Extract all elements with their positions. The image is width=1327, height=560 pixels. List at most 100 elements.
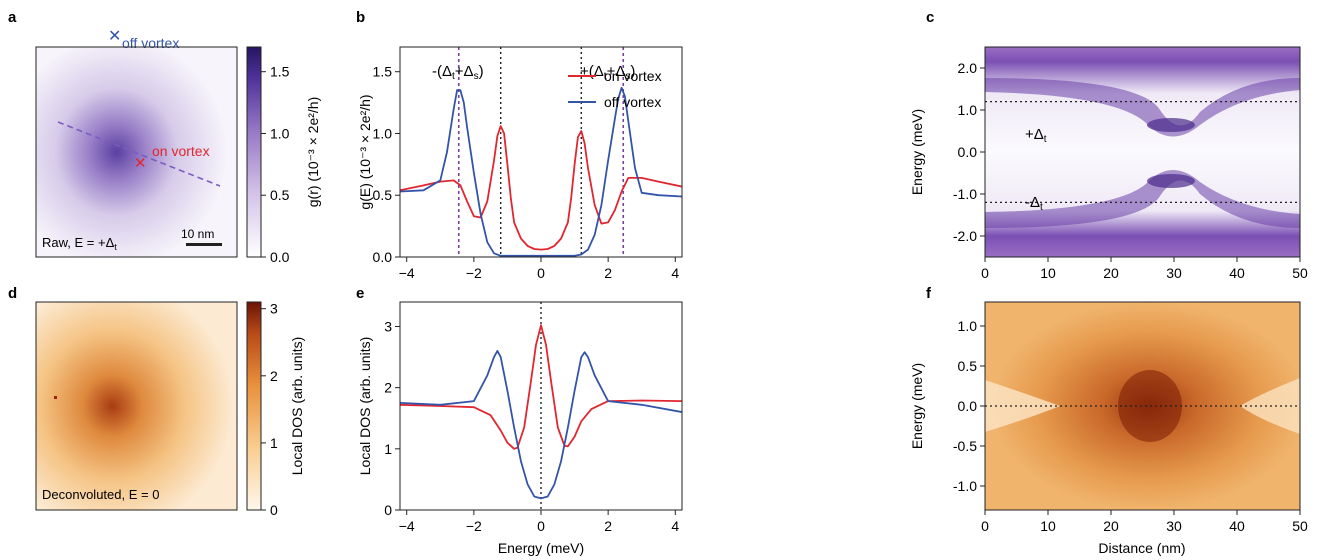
heatmap-c-xtick-label: 10: [1040, 265, 1056, 281]
annotation-plus-delta-sum: +(Δt+Δs): [580, 63, 635, 82]
linecut-dashed-line: [57, 121, 221, 187]
heatmap-c-xtick-label: 50: [1292, 265, 1308, 281]
plot-e-ytick-label: 2: [384, 380, 392, 396]
plot-e-xtick-label: 2: [604, 518, 612, 534]
map-a-frame: [35, 46, 238, 258]
heatmap-c-xtick-label: 0: [981, 265, 989, 281]
panel-a: ✕ off vortex ✕ on vortex Raw, E = +Δt 10…: [35, 28, 321, 265]
heatmap-f-ytick-label: 0.0: [958, 398, 978, 414]
plot-b-xtick-label: −2: [466, 265, 482, 281]
heatmap-f-xtick-label: 10: [1040, 518, 1056, 534]
heatmap-c-ytick-label: -2.0: [953, 228, 977, 244]
map-a-image: [36, 47, 237, 257]
heatmap-f-ytick-label: -1.0: [953, 478, 977, 494]
panel-label-a: a: [8, 9, 17, 26]
colorbar-a-tick-label: 0.5: [270, 187, 290, 203]
panel-b: −4 −2 0 2 40.00.51.01.5 g(E) (10⁻³ × 2e²/h) …: [357, 46, 683, 281]
plot-e-ytick-label: 0: [384, 502, 392, 518]
annotation-minus-delta-t: -Δt: [1025, 194, 1043, 213]
map-d-caption: Deconvoluted, E = 0: [42, 487, 159, 502]
on-vortex-marker-icon: ✕: [134, 155, 147, 172]
heatmap-c-upper-core: [1147, 118, 1195, 132]
scalebar: [186, 243, 222, 246]
annotation-minus-delta-sum: -(Δt+Δs): [432, 63, 484, 82]
plot-e-off-vortex-curve: [400, 349, 682, 500]
panel-label-e: e: [356, 285, 364, 302]
scalebar-label: 10 nm: [181, 227, 214, 241]
plot-b-xtick-label: 0: [537, 265, 545, 281]
plot-b-xtick-label: −4: [399, 265, 415, 281]
panel-label-c: c: [926, 9, 934, 26]
panel-d: Deconvoluted, E = 0 0 1 2 3 Local DOS (arb.…: [35, 301, 305, 518]
heatmap-c-lower-band: [985, 170, 1300, 228]
heatmap-c-lower-core: [1147, 174, 1195, 188]
heatmap-c-ylabel: Energy (meV): [909, 109, 925, 195]
colorbar-a-ticks: 0.0 0.5 1.0 1.5: [261, 64, 290, 265]
panel-label-d: d: [8, 285, 17, 302]
colorbar-d-tick-label: 3: [270, 301, 278, 317]
plot-b-on-vortex-curve: [400, 125, 682, 251]
on-vortex-label: on vortex: [152, 143, 210, 159]
colorbar-d: [246, 301, 262, 511]
map-d-image: [36, 302, 237, 510]
heatmap-c-ytick-label: -1.0: [953, 186, 977, 202]
colorbar-d-ticks: 0 1 2 3: [261, 301, 278, 518]
heatmap-c-xtick-label: 20: [1103, 265, 1119, 281]
heatmap-c-ytick-label: 0.0: [958, 144, 978, 160]
plot-e-xtick-label: 0: [537, 518, 545, 534]
plot-b-xtick-label: 4: [671, 265, 679, 281]
colorbar-d-tick-label: 2: [270, 368, 278, 384]
plot-b-ytick-label: 1.0: [373, 125, 393, 141]
panel-label-b: b: [356, 9, 365, 26]
plot-e-ytick-label: 1: [384, 441, 392, 457]
off-vortex-marker-icon: ✕: [108, 28, 121, 45]
colorbar-a-tick-label: 0.0: [270, 249, 290, 265]
plot-b-ytick-label: 0.0: [373, 249, 393, 265]
panel-label-f: f: [926, 285, 932, 302]
colorbar-a-label: g(r) (10⁻³ × 2e²/h): [305, 97, 321, 207]
heatmap-c-ytick-label: 2.0: [958, 60, 978, 76]
plot-b-off-vortex-curve: [400, 86, 682, 257]
map-d-frame: [35, 301, 238, 511]
heatmap-f-ytick-label: 1.0: [958, 318, 978, 334]
colorbar-a: [246, 46, 262, 258]
legend-on-vortex-label: on vortex: [604, 68, 662, 84]
heatmap-f-ytick-label: 0.5: [958, 358, 978, 374]
plot-b-ylabel: g(E) (10⁻³ × 2e²/h): [357, 94, 373, 209]
heatmap-f-xtick-label: 50: [1292, 518, 1308, 534]
plot-e-on-vortex-curve: [400, 324, 682, 450]
heatmap-f-xtick-label: 40: [1229, 518, 1245, 534]
colorbar-d-label: Local DOS (arb. units): [289, 337, 305, 476]
heatmap-f-ylabel: Energy (meV): [909, 363, 925, 449]
plot-b-ytick-label: 1.5: [373, 64, 393, 80]
legend-b: on vortex off vortex: [568, 68, 662, 110]
annotation-plus-delta-t: +Δt: [1025, 126, 1047, 145]
heatmap-c-xtick-label: 30: [1166, 265, 1182, 281]
heatmap-f-light-left: [985, 380, 1060, 432]
heatmap-f-xtick-label: 30: [1166, 518, 1182, 534]
plot-b-ytick-label: 0.5: [373, 187, 393, 203]
map-a-caption: Raw, E = +Δt: [42, 235, 117, 252]
heatmap-c-ytick-label: 1.0: [958, 102, 978, 118]
colorbar-d-tick-label: 1: [270, 435, 278, 451]
plot-e-xtick-label: 4: [671, 518, 679, 534]
plot-e-ytick-label: 3: [384, 318, 392, 334]
legend-off-vortex-label: off vortex: [604, 94, 661, 110]
plot-e-ylabel: Local DOS (arb. units): [357, 337, 373, 476]
panel-f: 0 10 20 30 40 50 -1.0 -0.5 0.0 0.5 1.0 Energy (meV…: [909, 301, 1308, 556]
panel-c: 0 10 20 30 40 50 -2.0 -1.0 0.0 1.0 2.0 +Δt -Δt Ene…: [909, 46, 1308, 281]
off-vortex-label: off vortex: [122, 35, 179, 51]
plot-b-xtick-label: 2: [604, 265, 612, 281]
heatmap-f-xtick-label: 20: [1103, 518, 1119, 534]
colorbar-a-tick-label: 1.0: [270, 125, 290, 141]
heatmap-f-xtick-label: 0: [981, 518, 989, 534]
heatmap-c-upper-band: [985, 78, 1300, 137]
heatmap-c-xtick-label: 40: [1229, 265, 1245, 281]
heatmap-f-xlabel: Distance (nm): [1098, 540, 1185, 556]
heatmap-f-ytick-label: -0.5: [953, 438, 977, 454]
plot-e-xlabel: Energy (meV): [498, 540, 584, 556]
panel-e: −4 −2 0 2 4 0 1 2 3 Local DOS (arb. units) Energ…: [357, 301, 683, 556]
colorbar-a-tick-label: 1.5: [270, 64, 290, 80]
colorbar-d-tick-label: 0: [270, 502, 278, 518]
